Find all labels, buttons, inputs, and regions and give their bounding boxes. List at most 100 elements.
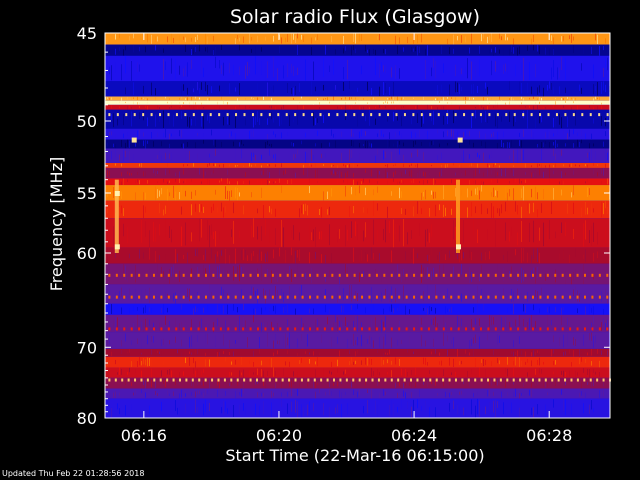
- band-texture: [237, 101, 238, 104]
- band-texture: [253, 362, 254, 367]
- band-texture: [477, 152, 478, 157]
- x-tick-label: 06:16: [121, 426, 167, 445]
- band-texture: [123, 49, 124, 56]
- band-texture: [185, 393, 186, 397]
- interference-dot: [457, 273, 460, 277]
- band-texture: [389, 349, 390, 355]
- band-texture: [267, 322, 268, 327]
- interference-dot: [450, 295, 453, 299]
- band-texture: [429, 232, 430, 243]
- y-tick-label: 45: [77, 24, 97, 43]
- band-texture: [225, 206, 226, 213]
- band-texture: [195, 249, 196, 256]
- band-texture: [341, 131, 342, 137]
- band-texture: [123, 264, 124, 274]
- band-texture: [167, 36, 168, 43]
- band-texture: [263, 288, 264, 298]
- band-texture: [141, 139, 142, 146]
- band-texture: [601, 115, 602, 126]
- band-texture: [509, 189, 510, 197]
- band-texture: [349, 97, 350, 100]
- band-texture: [389, 86, 390, 96]
- band-texture: [413, 179, 414, 184]
- interference-dot: [390, 295, 393, 299]
- band-texture: [147, 382, 148, 386]
- band-texture: [337, 317, 338, 331]
- band-texture: [305, 203, 306, 212]
- frequency-band: [105, 128, 610, 140]
- band-texture: [531, 165, 532, 168]
- band-texture: [151, 349, 152, 355]
- band-texture: [583, 334, 584, 346]
- band-texture: [183, 143, 184, 149]
- band-texture: [257, 307, 258, 315]
- band-texture: [371, 87, 372, 96]
- band-texture: [579, 164, 580, 167]
- band-texture: [453, 34, 454, 45]
- interference-dot: [564, 378, 567, 382]
- interference-dot: [243, 113, 246, 117]
- band-texture: [363, 98, 364, 100]
- band-texture: [507, 105, 508, 108]
- band-texture: [545, 107, 546, 109]
- band-texture: [181, 185, 182, 195]
- band-texture: [435, 180, 436, 184]
- interference-dot: [242, 327, 245, 331]
- band-texture: [127, 226, 128, 244]
- band-texture: [405, 392, 406, 399]
- band-texture: [185, 222, 186, 246]
- band-texture: [321, 334, 322, 343]
- interference-dot: [454, 113, 457, 117]
- band-texture: [305, 351, 306, 354]
- band-texture: [251, 152, 252, 162]
- band-texture: [505, 222, 506, 241]
- band-texture: [605, 148, 606, 163]
- band-texture: [205, 333, 206, 344]
- band-texture: [603, 389, 604, 397]
- band-texture: [355, 377, 356, 383]
- band-texture: [257, 368, 258, 376]
- band-texture: [121, 340, 122, 347]
- band-texture: [171, 229, 172, 243]
- interference-dot: [519, 378, 522, 382]
- band-texture: [581, 381, 582, 389]
- band-texture: [363, 270, 364, 277]
- interference-dot: [479, 327, 482, 331]
- band-texture: [163, 209, 164, 216]
- band-texture: [325, 254, 326, 264]
- band-texture: [561, 315, 562, 326]
- band-texture: [489, 315, 490, 332]
- band-texture: [357, 87, 358, 92]
- band-texture: [141, 97, 142, 100]
- band-texture: [263, 322, 264, 332]
- interference-dot: [375, 273, 378, 277]
- band-texture: [127, 179, 128, 182]
- band-texture: [465, 349, 466, 354]
- band-texture: [369, 49, 370, 56]
- interference-dot: [384, 378, 387, 382]
- band-texture: [515, 351, 516, 356]
- band-texture: [603, 308, 604, 315]
- band-texture: [471, 399, 472, 415]
- band-texture: [585, 133, 586, 139]
- band-texture: [195, 102, 196, 105]
- band-texture: [165, 61, 166, 71]
- band-texture: [353, 173, 354, 178]
- band-texture: [505, 102, 506, 105]
- band-texture: [401, 191, 402, 198]
- band-texture: [277, 68, 278, 82]
- band-texture: [511, 321, 512, 331]
- band-texture: [385, 64, 386, 74]
- band-texture: [367, 254, 368, 262]
- band-texture: [455, 115, 456, 122]
- band-texture: [533, 407, 534, 418]
- band-texture: [283, 253, 284, 260]
- interference-dot: [403, 378, 406, 382]
- band-texture: [473, 181, 474, 184]
- interference-dot: [346, 327, 349, 331]
- band-texture: [535, 380, 536, 387]
- band-texture: [535, 289, 536, 298]
- band-texture: [155, 45, 156, 51]
- interference-dot: [175, 295, 178, 299]
- band-texture: [375, 118, 376, 125]
